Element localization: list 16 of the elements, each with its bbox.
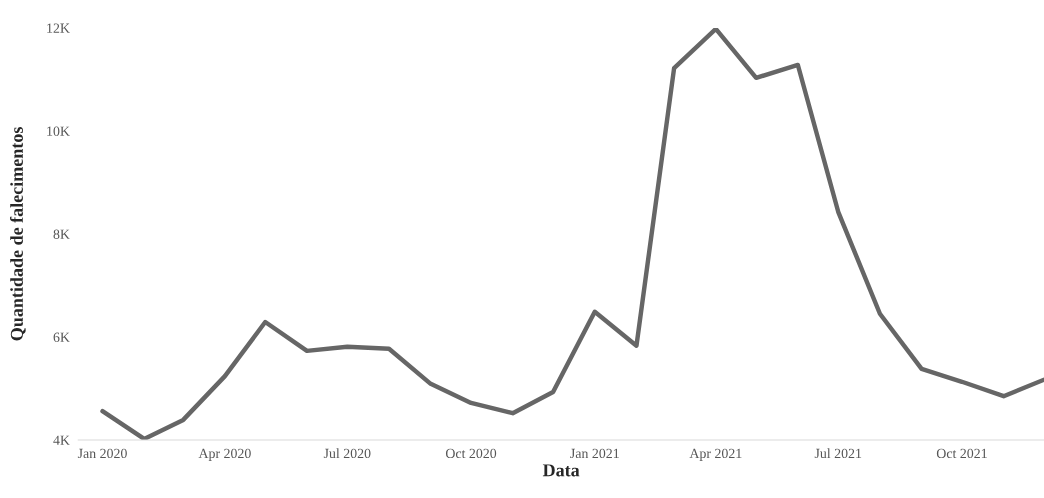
- y-tick-label: 6K: [53, 332, 70, 342]
- x-tick-label: Jan 2020: [77, 448, 127, 459]
- y-tick-label: 4K: [53, 435, 70, 445]
- x-tick-label: Apr 2020: [198, 448, 251, 461]
- x-tick-label: Apr 2021: [689, 448, 742, 461]
- y-tick-label: 12K: [47, 23, 70, 33]
- y-tick-label: 10K: [47, 126, 70, 136]
- x-tick-label: Oct 2021: [936, 448, 987, 459]
- y-tick-label: 8K: [53, 229, 70, 239]
- x-tick-label: Jul 2020: [323, 448, 371, 459]
- x-tick-label: Oct 2020: [445, 448, 497, 459]
- y-axis-title: Quantidade de falecimentos: [10, 127, 26, 341]
- x-tick-label: Jan 2021: [570, 448, 619, 459]
- x-axis-title: Data: [542, 464, 580, 477]
- line-series: [100, 27, 1044, 440]
- x-tick-label: Jul 2021: [814, 448, 862, 459]
